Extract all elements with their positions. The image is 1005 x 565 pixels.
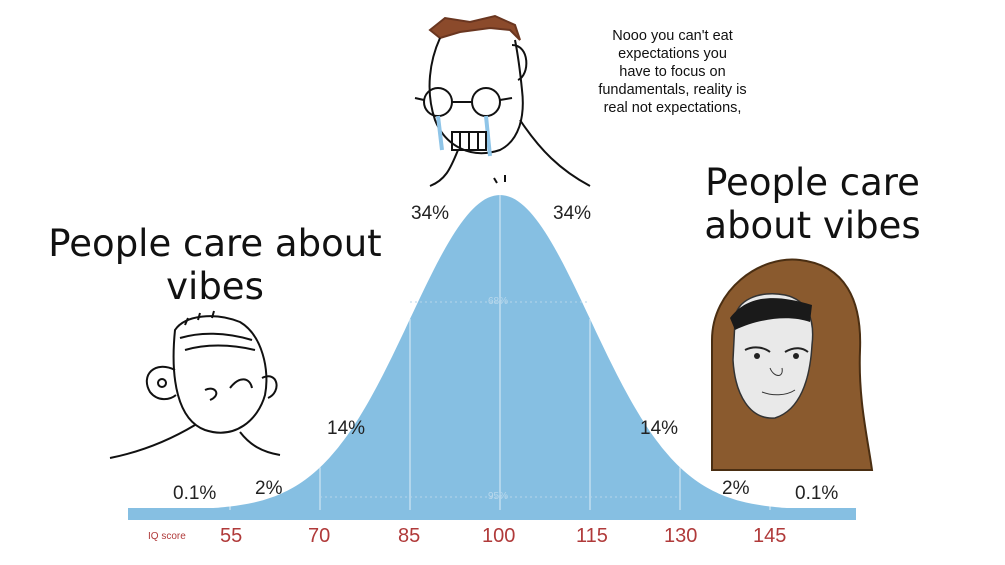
pct-left-14: 14% (327, 418, 366, 439)
speech-line: have to focus on (619, 64, 726, 80)
tick-label: 55 (220, 525, 243, 547)
crying-wojak-illustration (414, 14, 591, 187)
pct-right-34: 34% (553, 203, 592, 224)
pct-left-tail: 0.1% (173, 483, 217, 504)
tick-label: 130 (664, 525, 698, 547)
speech-line: expectations you (618, 46, 727, 62)
tick-label: 115 (576, 525, 608, 547)
pct-right-2: 2% (722, 478, 750, 499)
speech-line: fundamentals, reality is (598, 82, 747, 98)
pct-left-2: 2% (255, 478, 283, 499)
left-caption: People care about vibes (48, 222, 382, 308)
band-95-label: 95% (488, 491, 509, 502)
baseline-strip (128, 508, 856, 520)
hooded-sage-illustration (711, 258, 874, 471)
tick-label: 145 (753, 525, 787, 547)
pct-right-tail: 0.1% (795, 483, 839, 504)
speech-line: real not expectations, (603, 100, 742, 116)
pct-left-34: 34% (411, 203, 450, 224)
brainlet-illustration (109, 310, 281, 459)
tick-label: 100 (482, 525, 516, 547)
band-68-label: 68% (488, 296, 509, 307)
speech-line: Nooo you can't eat (612, 28, 733, 44)
tick-label: 85 (398, 525, 421, 547)
right-caption: People care about vibes (704, 161, 921, 247)
speech-bubble-text: Nooo you can't eat expectations you have… (570, 27, 775, 117)
sd-dividers (229, 195, 771, 510)
tick-label: 70 (308, 525, 331, 547)
pct-right-14: 14% (640, 418, 679, 439)
axis-label: IQ score (148, 531, 186, 542)
bell-curve (128, 195, 856, 510)
